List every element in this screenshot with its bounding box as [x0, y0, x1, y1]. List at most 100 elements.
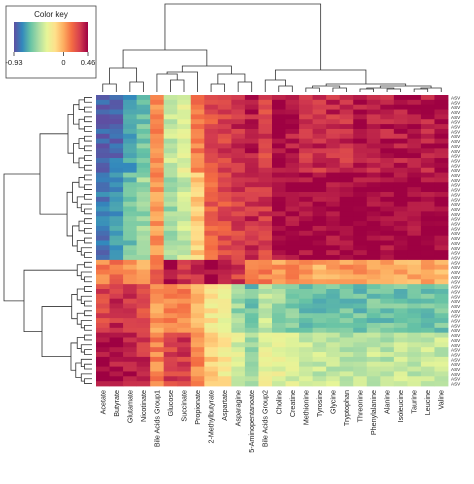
heatmap-cell — [299, 313, 314, 319]
heatmap-cell — [272, 119, 286, 125]
heatmap-cell — [299, 128, 314, 135]
heatmap-cell — [150, 313, 165, 319]
heatmap-cell — [136, 148, 151, 154]
heatmap-cell — [407, 347, 422, 353]
heatmap-cell — [150, 381, 165, 387]
heatmap-cell — [312, 119, 327, 125]
heatmap-cell — [312, 143, 327, 149]
heatmap-cell — [285, 153, 300, 159]
heatmap-cell — [434, 225, 449, 232]
heatmap-cell — [150, 109, 165, 115]
heatmap-cell — [326, 279, 341, 285]
heatmap-cell — [434, 206, 449, 212]
heatmap-cell — [393, 308, 408, 314]
heatmap-cell — [190, 303, 205, 309]
heatmap-cell — [244, 255, 259, 261]
heatmap-cell — [285, 352, 300, 358]
heatmap-cell — [177, 201, 192, 207]
heatmap-cell — [150, 308, 165, 314]
row-label: ASV — [451, 382, 461, 387]
heatmap-cell — [217, 235, 232, 241]
row-label: ASV — [451, 319, 461, 324]
heatmap-cell — [96, 342, 110, 348]
row-label: ASV — [451, 338, 461, 343]
heatmap-cell — [204, 342, 219, 348]
heatmap-cell — [123, 289, 138, 295]
heatmap-cell — [123, 182, 138, 188]
heatmap-cell — [177, 167, 192, 173]
column-label: Asparagine — [234, 390, 243, 426]
heatmap-cell — [353, 99, 368, 106]
heatmap-cell — [380, 99, 395, 106]
heatmap-cell — [339, 298, 354, 304]
heatmap-cell — [244, 95, 259, 101]
heatmap-cell — [434, 128, 449, 135]
heatmap-cell — [285, 342, 300, 348]
row-dendrogram-branch — [80, 358, 92, 367]
heatmap-cell — [150, 255, 165, 261]
heatmap-cell — [420, 352, 435, 358]
heatmap-cell — [109, 347, 124, 353]
heatmap-cell — [326, 162, 341, 169]
heatmap-cell — [299, 274, 314, 280]
heatmap-cell — [285, 192, 300, 198]
heatmap-cell — [366, 148, 381, 154]
heatmap-cell — [217, 376, 232, 382]
heatmap-cell — [123, 153, 138, 159]
heatmap-cell — [244, 119, 259, 125]
row-dendrogram-branch — [76, 337, 85, 349]
heatmap-cell — [420, 133, 435, 140]
heatmap-cell — [96, 376, 110, 382]
heatmap-cell — [190, 284, 205, 290]
heatmap-cell — [353, 274, 368, 280]
heatmap-cell — [109, 158, 124, 164]
heatmap-cell — [163, 327, 178, 334]
heatmap-cell — [326, 269, 341, 275]
row-label: ASV — [451, 299, 461, 304]
heatmap-cell — [366, 293, 381, 300]
heatmap-cell — [258, 211, 273, 217]
heatmap-cell — [366, 138, 381, 144]
column-label: 5-Aminopentanoate — [247, 390, 256, 453]
heatmap-cell — [204, 279, 219, 285]
heatmap-cell — [231, 158, 246, 164]
heatmap-cell — [299, 143, 314, 149]
heatmap-cell — [407, 245, 422, 251]
heatmap-cell — [353, 342, 368, 348]
heatmap-cell — [123, 342, 138, 348]
heatmap-cell — [353, 332, 368, 338]
heatmap-cell — [163, 196, 178, 203]
heatmap-cell — [217, 332, 232, 338]
row-dendrogram-branch — [80, 344, 92, 353]
heatmap-cell — [434, 133, 449, 140]
heatmap-cell — [393, 167, 408, 173]
heatmap-cell — [366, 279, 381, 285]
heatmap-cell — [272, 172, 286, 178]
heatmap-cell — [231, 381, 246, 387]
heatmap-cell — [217, 274, 232, 280]
heatmap-cell — [231, 206, 246, 212]
heatmap-cell — [258, 201, 273, 207]
column-label: Tryptophan — [342, 390, 351, 426]
heatmap-cell — [177, 221, 192, 227]
heatmap-cell — [312, 99, 327, 106]
row-dendrogram-branch — [76, 288, 85, 301]
heatmap-cell — [96, 264, 110, 270]
heatmap-cell — [366, 274, 381, 280]
heatmap-cell — [150, 128, 165, 135]
heatmap-cell — [177, 196, 192, 203]
heatmap-cell — [366, 216, 381, 222]
heatmap-cell — [285, 347, 300, 353]
heatmap-cell — [434, 337, 449, 343]
heatmap-cell — [123, 303, 138, 309]
heatmap-cell — [366, 201, 381, 207]
heatmap-cell — [285, 225, 300, 232]
heatmap-cell — [393, 361, 408, 367]
heatmap-cell — [258, 158, 273, 164]
heatmap-cell — [299, 240, 314, 246]
heatmap-cell — [366, 162, 381, 169]
row-label: ASV — [451, 367, 461, 372]
heatmap-cell — [407, 235, 422, 241]
heatmap-cell — [150, 318, 165, 324]
heatmap-cell — [190, 172, 205, 178]
